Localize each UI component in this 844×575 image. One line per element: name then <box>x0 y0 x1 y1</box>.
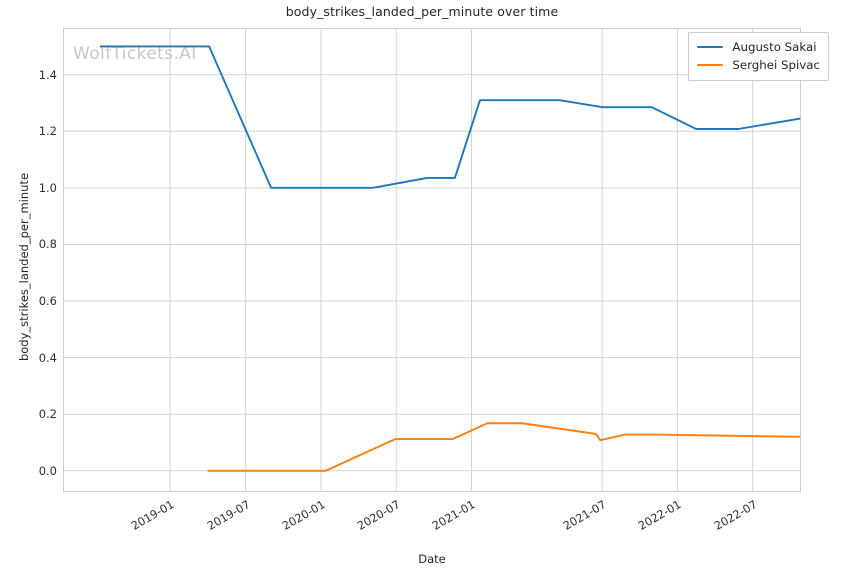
y-tick-label: 1.4 <box>38 67 57 82</box>
series-line <box>99 45 801 189</box>
legend-label: Augusto Sakai <box>732 40 817 54</box>
y-tick-label: 0.8 <box>38 237 57 252</box>
x-tick-label: 2022-07 <box>711 498 760 533</box>
x-tick-label: 2022-01 <box>636 498 684 533</box>
series-line <box>207 422 801 472</box>
y-tick-label: 1.2 <box>38 124 57 139</box>
watermark: WolfTickets.AI <box>73 44 197 64</box>
legend-label: Serghei Spivac <box>732 58 820 72</box>
x-tick-label: 2019-01 <box>129 498 177 533</box>
y-tick-label: 0.0 <box>38 463 57 478</box>
x-tick-label: 2021-01 <box>430 498 478 533</box>
y-tick-label: 0.4 <box>38 350 57 365</box>
plot-area: WolfTickets.AI <box>63 28 801 492</box>
x-tick-label: 2020-01 <box>280 498 328 533</box>
chart-title: body_strikes_landed_per_minute over time <box>285 4 559 19</box>
legend-color-swatch <box>697 45 724 49</box>
y-tick-label: 0.2 <box>38 407 57 422</box>
x-tick-label: 2020-07 <box>355 498 403 533</box>
legend-item[interactable]: Serghei Spivac <box>697 56 820 74</box>
x-tick-label: 2019-07 <box>204 498 253 533</box>
chart-legend: Augusto Sakai Serghei Spivac <box>688 32 829 81</box>
y-tick-label: 1.0 <box>38 180 57 195</box>
y-tick-label: 0.6 <box>38 294 57 309</box>
grid-lines <box>63 28 801 492</box>
legend-item[interactable]: Augusto Sakai <box>697 38 820 56</box>
x-axis-ticks: 2019-01 2019-07 2020-01 2020-07 2021-01 2021-… <box>63 492 801 552</box>
y-axis-ticks: 0.0 0.2 0.4 0.6 0.8 1.0 1.2 1.4 <box>0 28 57 492</box>
x-tick-label: 2021-07 <box>561 498 609 533</box>
data-series-lines <box>99 45 801 472</box>
legend-color-swatch <box>697 63 724 67</box>
x-axis-label: Date <box>418 552 446 566</box>
